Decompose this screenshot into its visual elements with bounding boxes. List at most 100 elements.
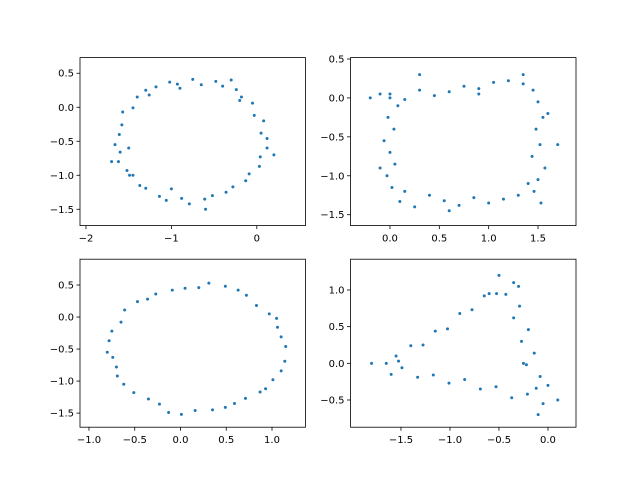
point	[531, 88, 535, 92]
point	[236, 288, 240, 292]
axes-frame	[79, 258, 306, 428]
y-tick-label: −0.5	[320, 132, 344, 143]
point	[167, 410, 171, 414]
point	[203, 197, 207, 201]
point	[243, 396, 247, 400]
point	[264, 387, 268, 391]
point	[121, 110, 125, 114]
point	[135, 300, 139, 304]
point	[538, 143, 542, 147]
point	[532, 189, 536, 193]
point	[432, 94, 436, 98]
point	[446, 327, 450, 331]
point	[403, 97, 407, 101]
point	[229, 78, 233, 82]
point	[244, 179, 248, 183]
point	[207, 281, 211, 285]
point	[392, 127, 396, 131]
point	[546, 383, 550, 387]
y-tick-label: 1.0	[329, 285, 345, 296]
x-tick-label: 1.0	[264, 435, 280, 446]
point	[127, 146, 131, 150]
point	[541, 115, 545, 119]
point	[146, 397, 150, 401]
point	[497, 273, 501, 277]
point	[543, 166, 547, 170]
x-tick-label: 1.0	[481, 234, 497, 245]
point	[132, 391, 136, 395]
point	[128, 173, 132, 177]
y-tick-label: −0.5	[320, 395, 344, 406]
point	[416, 375, 420, 379]
point	[442, 199, 446, 203]
point	[472, 196, 476, 200]
point	[393, 162, 397, 166]
point	[131, 106, 135, 110]
point	[224, 190, 228, 194]
point	[118, 150, 122, 154]
point	[462, 84, 466, 88]
point	[154, 292, 158, 296]
point	[258, 155, 262, 159]
point	[492, 80, 496, 84]
point	[204, 207, 208, 211]
point	[197, 286, 201, 290]
point	[400, 366, 404, 370]
point	[368, 96, 372, 100]
point	[487, 201, 491, 205]
point	[386, 115, 390, 119]
point	[214, 79, 218, 83]
point	[487, 292, 491, 296]
point	[175, 82, 179, 86]
point	[154, 85, 158, 89]
point	[536, 413, 540, 417]
y-tick-label: −1.0	[50, 377, 74, 388]
point	[470, 308, 474, 312]
point	[378, 166, 382, 170]
point	[506, 79, 510, 83]
point	[120, 123, 124, 127]
point	[403, 189, 407, 193]
point	[536, 100, 540, 104]
point	[231, 185, 235, 189]
point	[546, 111, 550, 115]
y-tick-label: 0.5	[329, 322, 345, 333]
point	[378, 92, 382, 96]
point	[107, 339, 111, 343]
point	[234, 88, 238, 92]
point	[180, 196, 184, 200]
point	[232, 402, 236, 406]
point	[521, 361, 525, 365]
point	[265, 146, 269, 150]
point	[115, 374, 119, 378]
point	[382, 139, 386, 143]
point	[389, 372, 393, 376]
point	[516, 193, 520, 197]
point	[279, 335, 283, 339]
point	[117, 132, 121, 136]
point	[110, 160, 114, 164]
point	[397, 359, 401, 363]
point	[388, 150, 392, 154]
point	[135, 95, 139, 99]
point	[534, 127, 538, 131]
axes-frame	[350, 258, 577, 428]
point	[259, 131, 263, 135]
point	[394, 354, 398, 358]
y-tick-label: 0.0	[58, 313, 74, 324]
point	[210, 194, 214, 198]
point	[530, 154, 534, 158]
x-tick-label: −1.0	[438, 435, 462, 446]
point	[272, 153, 276, 157]
point	[247, 172, 251, 176]
point	[541, 402, 545, 406]
point	[504, 292, 508, 296]
point	[512, 316, 516, 320]
point	[390, 185, 394, 189]
x-tick-label: 0	[254, 234, 260, 245]
point	[275, 316, 279, 320]
point	[157, 402, 161, 406]
point	[105, 350, 109, 354]
x-tick-label: −1	[164, 234, 179, 245]
